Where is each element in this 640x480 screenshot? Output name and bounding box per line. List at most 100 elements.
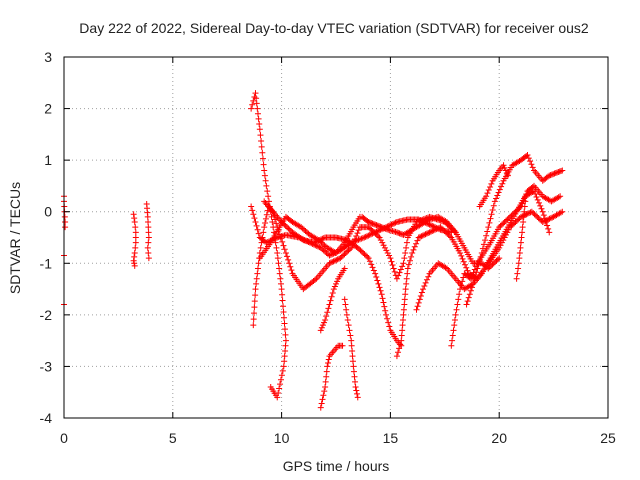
- data-point: [400, 317, 407, 324]
- data-point: [429, 228, 436, 235]
- data-point: [469, 272, 476, 279]
- data-point: [436, 224, 443, 231]
- data-point: [505, 215, 512, 222]
- data-point: [370, 229, 377, 236]
- data-point: [399, 322, 406, 329]
- data-point: [364, 233, 371, 240]
- data-point: [284, 224, 291, 231]
- data-point: [386, 323, 393, 330]
- data-point: [540, 212, 547, 219]
- data-point: [343, 306, 350, 313]
- data-point: [279, 238, 286, 245]
- data-point: [261, 172, 268, 179]
- data-point: [321, 242, 328, 249]
- data-point: [519, 213, 526, 220]
- data-point: [326, 301, 333, 308]
- data-point: [376, 234, 383, 241]
- data-point: [432, 226, 439, 233]
- data-point: [347, 332, 354, 339]
- data-point: [484, 228, 491, 235]
- data-point: [298, 224, 305, 231]
- data-point: [368, 231, 375, 238]
- data-point: [145, 239, 152, 246]
- series-prn-c: [248, 90, 289, 401]
- data-point: [386, 252, 393, 259]
- data-point: [495, 189, 502, 196]
- data-point: [62, 224, 69, 231]
- data-point: [374, 277, 381, 284]
- data-point: [273, 220, 280, 227]
- data-point: [381, 303, 388, 310]
- data-point: [368, 261, 375, 268]
- data-point: [145, 249, 152, 256]
- data-point: [557, 193, 564, 200]
- data-point: [319, 396, 326, 403]
- data-point: [333, 257, 340, 264]
- data-point: [485, 224, 492, 231]
- data-point: [519, 200, 526, 207]
- data-point: [480, 241, 487, 248]
- data-point: [355, 236, 362, 243]
- data-point: [255, 230, 262, 237]
- data-point: [442, 264, 449, 271]
- data-point: [348, 342, 355, 349]
- data-point: [395, 229, 402, 236]
- data-point: [493, 257, 500, 264]
- data-point: [342, 301, 349, 308]
- data-point: [330, 258, 337, 265]
- data-point: [132, 244, 139, 251]
- data-point: [356, 236, 363, 243]
- data-point: [373, 222, 380, 229]
- data-point: [405, 261, 412, 268]
- data-point: [277, 376, 284, 383]
- data-point: [450, 327, 457, 334]
- data-point: [519, 224, 526, 231]
- series-prn-a: [61, 193, 69, 308]
- data-point: [278, 372, 285, 379]
- data-point: [257, 244, 264, 251]
- data-point: [258, 143, 265, 150]
- data-point: [425, 273, 432, 280]
- data-point: [260, 229, 267, 236]
- data-point: [399, 327, 406, 334]
- data-point: [489, 261, 496, 268]
- data-point: [379, 239, 386, 246]
- y-tick-label: -4: [40, 410, 53, 426]
- data-point: [269, 219, 276, 226]
- data-point: [281, 358, 288, 365]
- data-point: [541, 215, 548, 222]
- data-point: [551, 170, 558, 177]
- series-prn-k: [448, 182, 564, 349]
- data-point: [276, 270, 283, 277]
- data-point: [282, 342, 289, 349]
- data-point: [317, 327, 324, 334]
- data-point: [319, 235, 326, 242]
- data-point: [396, 269, 403, 276]
- data-point: [327, 297, 334, 304]
- data-point: [491, 198, 498, 205]
- data-point: [476, 257, 483, 264]
- data-point: [413, 240, 420, 247]
- data-point: [382, 225, 389, 232]
- data-point: [460, 258, 467, 265]
- data-point: [366, 219, 373, 226]
- data-point: [485, 187, 492, 194]
- y-tick-label: 1: [44, 152, 52, 168]
- data-point: [451, 317, 458, 324]
- data-point: [496, 224, 503, 231]
- data-point: [260, 161, 267, 168]
- data-point: [458, 252, 465, 259]
- data-point: [470, 280, 477, 287]
- data-point: [318, 236, 325, 243]
- data-point: [325, 305, 332, 312]
- data-point: [427, 222, 434, 229]
- series-prn-l: [463, 151, 566, 308]
- data-point: [398, 332, 405, 339]
- data-point: [488, 211, 495, 218]
- data-point: [348, 337, 355, 344]
- data-point: [277, 275, 284, 282]
- data-point: [262, 215, 269, 222]
- data-point: [513, 207, 520, 214]
- data-point: [263, 211, 270, 218]
